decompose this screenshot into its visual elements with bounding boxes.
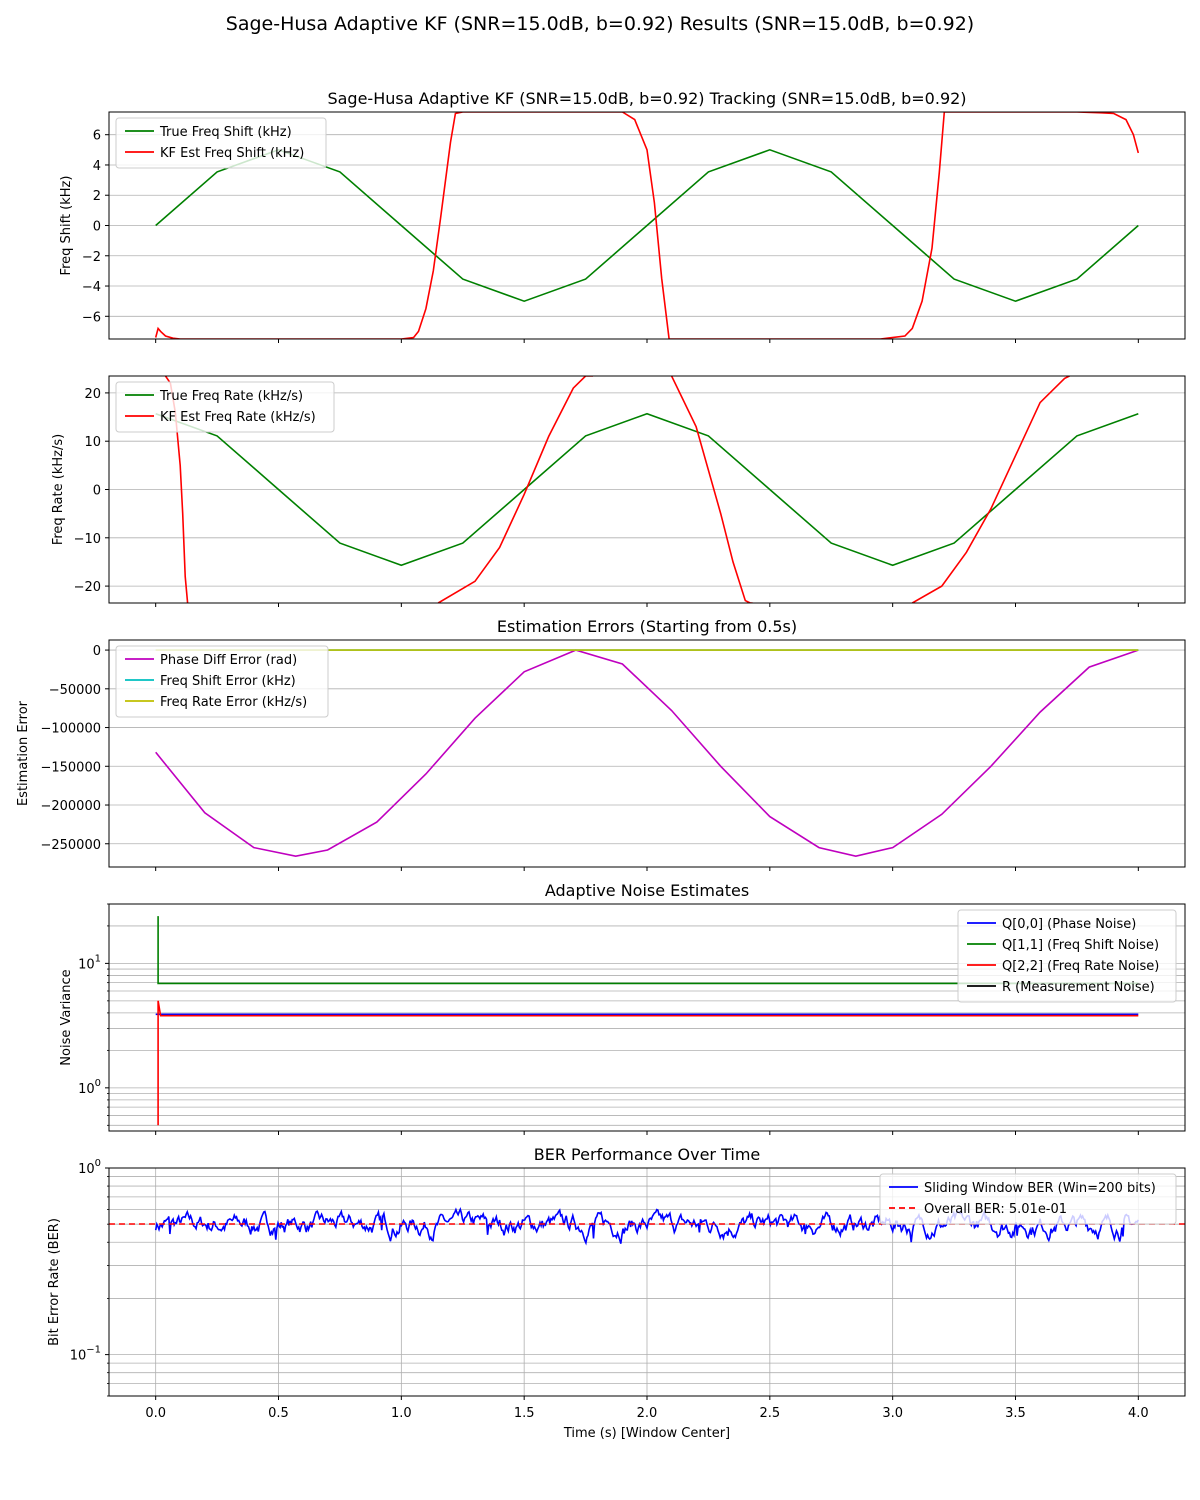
y-tick-label: 10−1	[70, 1345, 101, 1364]
x-axis	[155, 867, 1139, 871]
series-2-2	[911, 376, 1070, 603]
panel-title: BER Performance Over Time	[534, 1145, 761, 1164]
y-tick-label: −6	[82, 310, 101, 325]
series-2-2	[670, 376, 753, 603]
y-axis-label: Freq Shift (kHz)	[59, 176, 74, 276]
y-tick-label: 20	[84, 387, 101, 402]
y-tick-label: 0	[93, 484, 101, 499]
legend-entry: Q[1,1] (Freq Shift Noise)	[1002, 938, 1159, 953]
y-tick-label: −250000	[40, 838, 101, 853]
y-tick-label: 6	[93, 129, 101, 144]
series-4-2	[157, 916, 1139, 985]
grid-lines	[109, 392, 1185, 587]
y-tick-label: −20	[74, 580, 101, 595]
y-tick-label: 0	[93, 644, 101, 659]
y-tick-label: 2	[93, 189, 101, 204]
legend-entry: KF Est Freq Rate (kHz/s)	[160, 410, 316, 425]
legend-entry: Q[0,0] (Phase Noise)	[1002, 917, 1136, 932]
series-5-1	[154, 1206, 1140, 1246]
x-tick-label: 3.0	[882, 1406, 903, 1421]
plot-area	[109, 1206, 1185, 1246]
series-2-2	[437, 376, 593, 603]
y-tick-label: −100000	[40, 722, 101, 737]
x-axis	[155, 339, 1139, 343]
legend-entry: Overall BER: 5.01e-01	[924, 1202, 1067, 1217]
y-axis: 6 4 2 0 −2 −4 −6	[82, 129, 109, 325]
y-tick-label: 4	[93, 159, 101, 174]
y-tick-label: 101	[78, 953, 101, 972]
y-tick-label: −10	[74, 532, 101, 547]
y-tick-label: −150000	[40, 760, 101, 775]
legend-box	[115, 381, 335, 433]
plot-area	[155, 376, 1139, 603]
y-tick-label: 100	[78, 1158, 101, 1177]
x-tick-label: 0.0	[145, 1406, 166, 1421]
panel-title: Adaptive Noise Estimates	[545, 881, 749, 900]
x-tick-label: 1.0	[391, 1406, 412, 1421]
series-1-2	[154, 112, 1140, 339]
legend: True Freq Rate (kHz/s) KF Est Freq Rate (…	[115, 381, 335, 433]
legend: Phase Diff Error (rad) Freq Shift Error (…	[115, 645, 329, 718]
panel-5: 10−1 100 0.0 0.5 1.0 1.5 2.0 2.5 3.0 3.5 4.0 BER Pe…	[47, 1145, 1186, 1421]
x-tick-label: 2.0	[637, 1406, 658, 1421]
legend-entry: Freq Shift Error (kHz)	[160, 674, 296, 689]
legend-entry: R (Measurement Noise)	[1002, 980, 1155, 995]
x-axis: 0.0 0.5 1.0 1.5 2.0 2.5 3.0 3.5 4.0	[145, 1396, 1149, 1421]
x-tick-label: 3.5	[1005, 1406, 1026, 1421]
y-tick-label: 0	[93, 220, 101, 235]
legend-entry: Freq Rate Error (kHz/s)	[160, 695, 307, 710]
legend: True Freq Shift (kHz) KF Est Freq Shift (…	[115, 117, 327, 169]
x-tick-label: 0.5	[268, 1406, 289, 1421]
y-axis-label: Freq Rate (kHz/s)	[51, 434, 66, 545]
legend-entry: Phase Diff Error (rad)	[160, 653, 297, 668]
legend: Sliding Window BER (Win=200 bits) Overall…	[879, 1173, 1177, 1225]
y-tick-label: 10	[84, 435, 101, 450]
panel-title: Estimation Errors (Starting from 0.5s)	[497, 617, 797, 636]
legend-entry: Q[2,2] (Freq Rate Noise)	[1002, 959, 1159, 974]
plot-area	[155, 916, 1139, 1126]
legend-box	[879, 1173, 1177, 1225]
y-axis-label: Estimation Error	[16, 700, 31, 806]
panel-1: 6 4 2 0 −2 −4 −6 Sage-Husa Adaptive KF (SNR=15.…	[59, 89, 1186, 343]
legend-box	[115, 645, 329, 718]
series-3-1	[155, 649, 1139, 858]
x-axis	[155, 603, 1139, 607]
series-2-1	[155, 412, 1139, 567]
legend-box	[957, 909, 1177, 1003]
x-tick-label: 1.5	[514, 1406, 535, 1421]
legend-box	[115, 117, 327, 169]
panel-3: 0 −50000 −100000 −150000 −200000 −250000 Estim…	[16, 617, 1186, 871]
legend-entry: Sliding Window BER (Win=200 bits)	[924, 1181, 1156, 1196]
legend-entry: KF Est Freq Shift (kHz)	[160, 146, 304, 161]
y-axis: 10−1 100	[70, 1158, 109, 1397]
y-axis-label: Noise Variance	[59, 969, 74, 1065]
panel-4: 100 101 Adaptive Noise Estimates Noise Vari…	[59, 881, 1186, 1135]
y-tick-label: 100	[78, 1078, 101, 1097]
y-tick-label: −2	[82, 250, 101, 265]
y-axis-label: Bit Error Rate (BER)	[47, 1218, 62, 1346]
x-axis	[155, 1131, 1139, 1135]
series-4-3	[157, 1000, 1139, 1126]
panel-title: Sage-Husa Adaptive KF (SNR=15.0dB, b=0.9…	[327, 89, 966, 108]
panel-2: 20 10 0 −10 −20 Freq Rate (kHz/s) True Freq Ra…	[51, 375, 1186, 607]
y-tick-label: −4	[82, 280, 101, 295]
y-axis: 20 10 0 −10 −20	[74, 387, 109, 595]
legend: Q[0,0] (Phase Noise) Q[1,1] (Freq Shift N…	[957, 909, 1177, 1003]
x-tick-label: 2.5	[759, 1406, 780, 1421]
legend-entry: True Freq Rate (kHz/s)	[159, 389, 303, 404]
y-tick-label: −50000	[49, 683, 101, 698]
y-tick-label: −200000	[40, 799, 101, 814]
legend-entry: True Freq Shift (kHz)	[159, 125, 292, 140]
y-axis: 0 −50000 −100000 −150000 −200000 −250000	[40, 644, 109, 853]
y-axis: 100 101	[78, 903, 109, 1126]
x-tick-label: 4.0	[1128, 1406, 1149, 1421]
shared-x-axis-label: Time (s) [Window Center]	[563, 1426, 730, 1441]
figure-title: Sage-Husa Adaptive KF (SNR=15.0dB, b=0.9…	[226, 13, 974, 35]
